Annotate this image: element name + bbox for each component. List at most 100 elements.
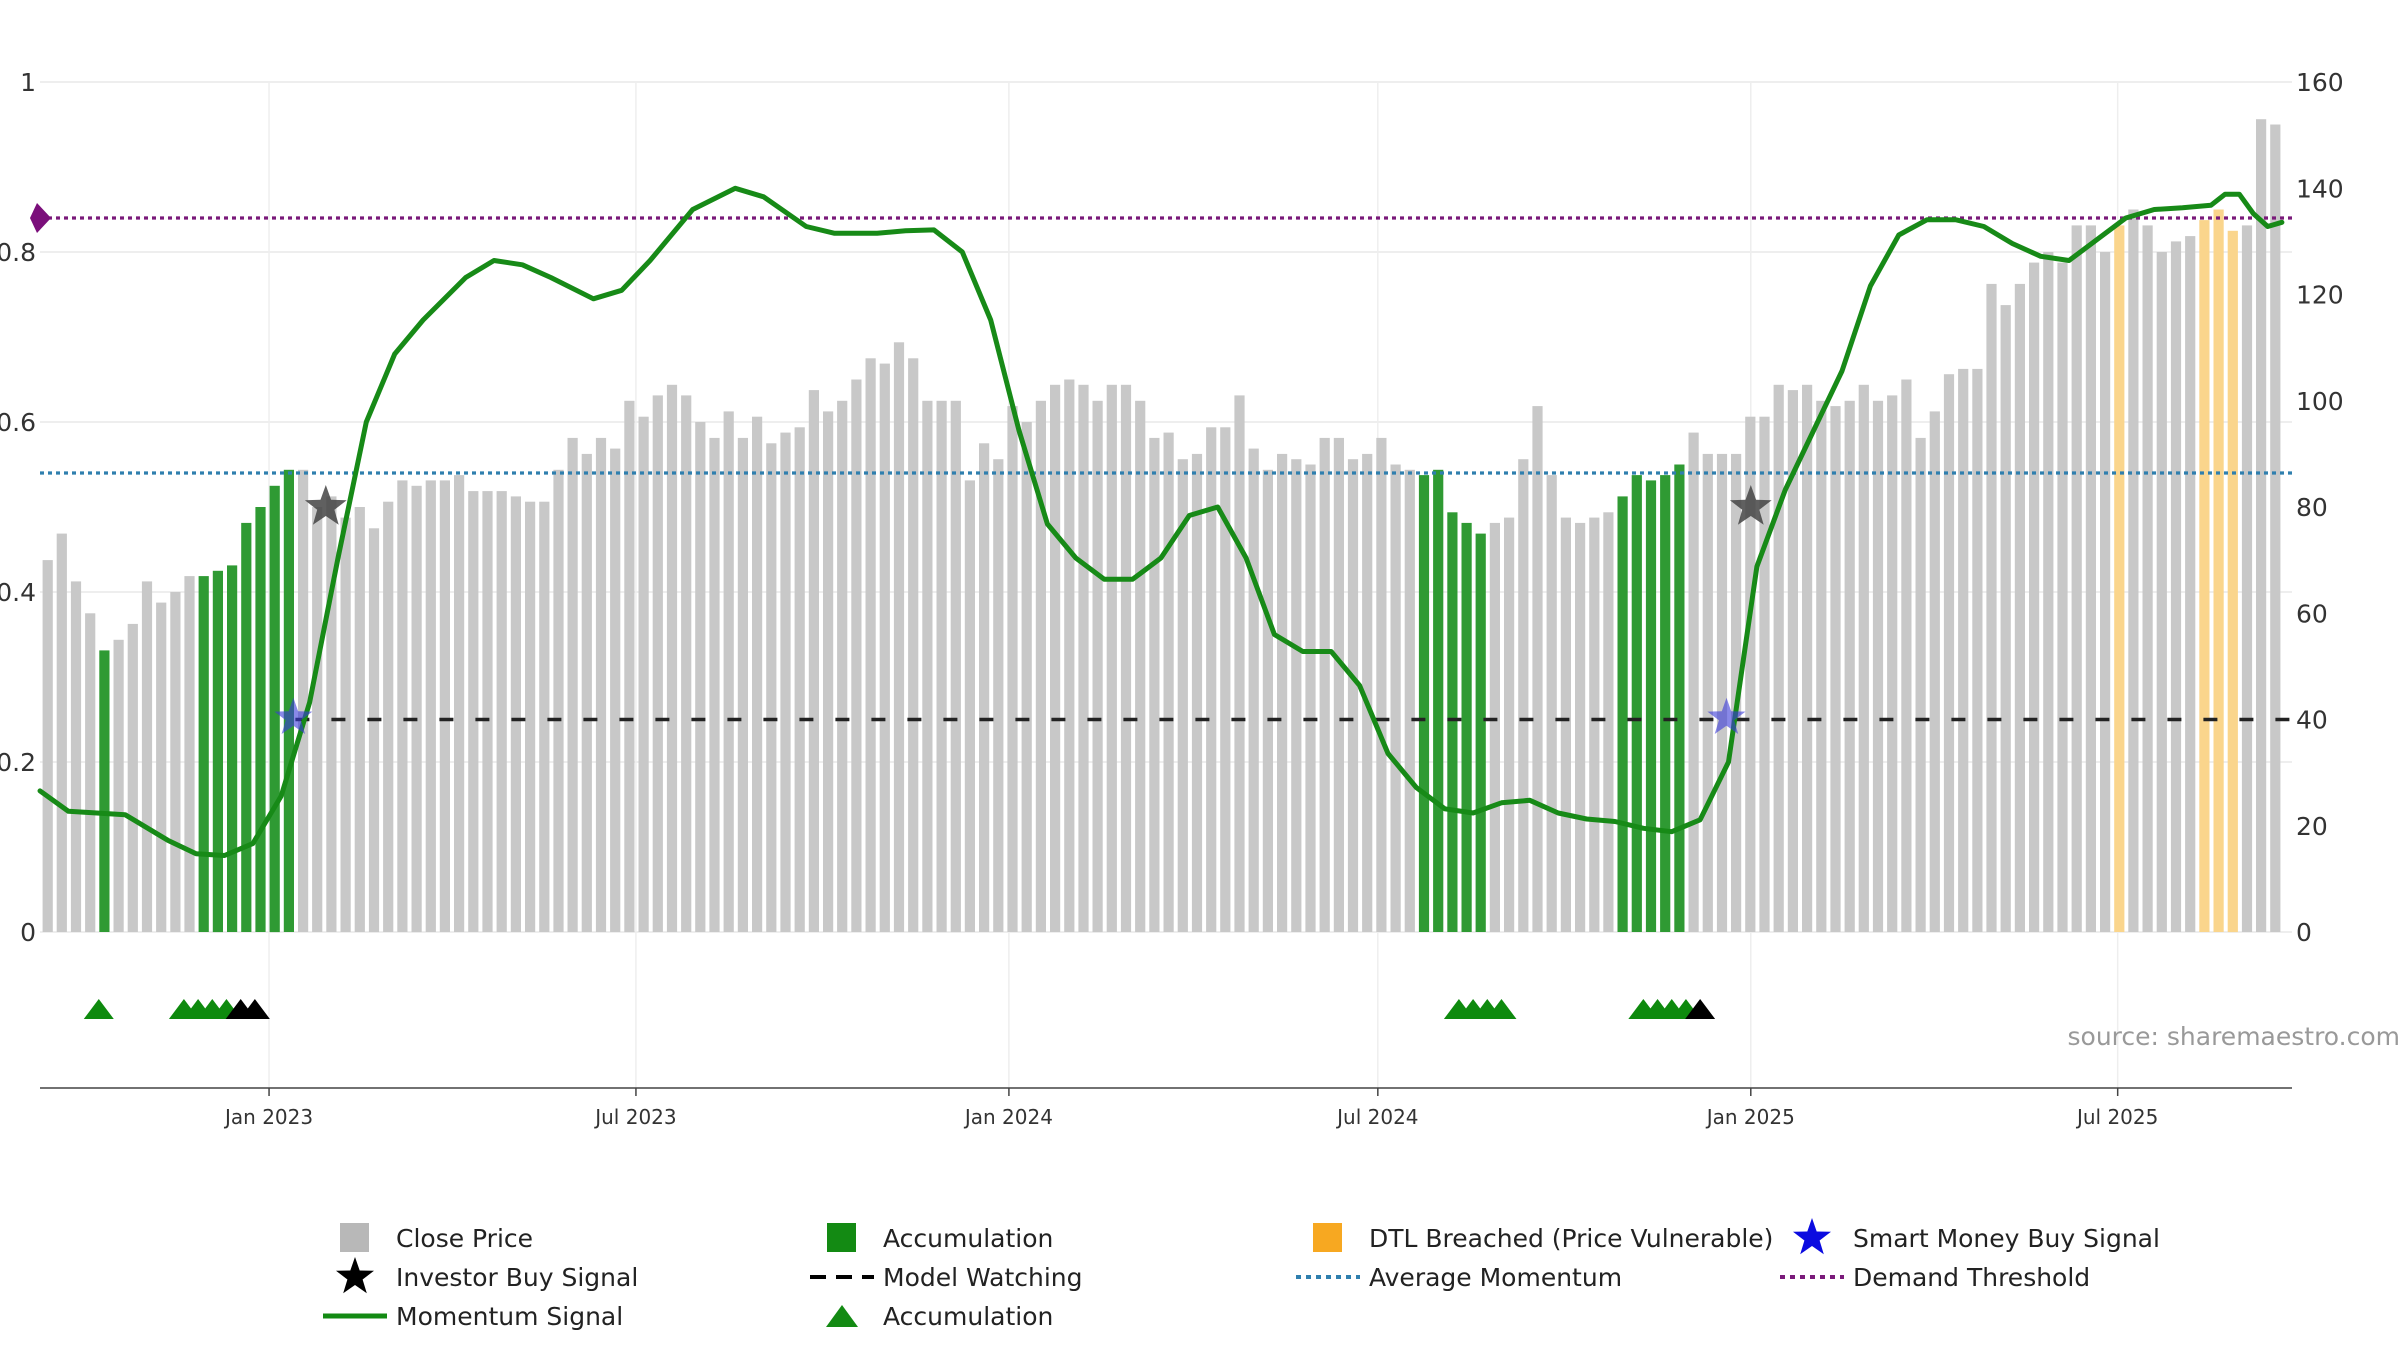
legend: Close Price Accumulation DTL Breached (Pri… bbox=[323, 1218, 2160, 1331]
close-price-bar bbox=[1206, 427, 1217, 932]
legend-triangle-icon bbox=[826, 1305, 858, 1327]
accumulation-bar bbox=[1447, 512, 1458, 932]
close-price-bar bbox=[1901, 379, 1912, 932]
legend-label: Close Price bbox=[396, 1224, 533, 1253]
close-price-bar bbox=[780, 432, 791, 932]
close-price-bar bbox=[794, 427, 805, 932]
close-price-bar bbox=[1688, 432, 1699, 932]
legend-item: Accumulation bbox=[826, 1302, 1053, 1331]
right-tick-label: 20 bbox=[2296, 812, 2328, 841]
close-price-bar bbox=[1092, 400, 1103, 933]
close-price-bar bbox=[2043, 252, 2054, 932]
close-price-bar bbox=[482, 491, 493, 932]
close-price-bar bbox=[2142, 225, 2153, 932]
x-tick-label: Jul 2023 bbox=[593, 1105, 676, 1129]
close-price-bar bbox=[752, 416, 763, 932]
close-price-bar bbox=[1376, 437, 1387, 932]
close-price-bar bbox=[695, 422, 706, 932]
close-price-bar bbox=[2241, 225, 2253, 932]
dtl-breached-bar bbox=[2213, 209, 2224, 932]
close-price-bar bbox=[496, 491, 507, 932]
close-price-bar bbox=[1858, 384, 1869, 932]
close-price-bar bbox=[383, 501, 394, 932]
close-price-bar bbox=[1702, 453, 1713, 932]
close-price-bar bbox=[170, 592, 181, 932]
close-price-bar bbox=[737, 437, 748, 932]
close-price-bar bbox=[1518, 459, 1529, 932]
close-price-bar bbox=[1362, 453, 1373, 932]
axes: 0 0.2 0.4 0.6 0.8 1 0 20 40 60 80 100 120 140 160 Jan 2… bbox=[0, 68, 2344, 1129]
accumulation-bar bbox=[1631, 475, 1642, 932]
legend-item: Model Watching bbox=[810, 1263, 1083, 1292]
close-price-bar bbox=[1958, 368, 1969, 932]
close-price-bar bbox=[922, 400, 933, 933]
legend-label: Momentum Signal bbox=[396, 1302, 623, 1331]
close-price-bar bbox=[1262, 469, 1273, 932]
investor-buy-star bbox=[1729, 485, 1772, 525]
close-price-bar bbox=[411, 485, 422, 933]
close-price-bar bbox=[42, 560, 53, 932]
close-price-bar bbox=[340, 517, 351, 932]
close-price-bar bbox=[113, 639, 124, 932]
close-price-bar bbox=[1149, 437, 1160, 932]
close-price-bar bbox=[1333, 437, 1344, 932]
legend-swatch bbox=[340, 1223, 369, 1252]
legend-star-icon bbox=[1793, 1218, 1831, 1255]
right-tick-label: 160 bbox=[2296, 68, 2344, 97]
close-price-bar bbox=[510, 496, 521, 932]
close-price-bar bbox=[454, 475, 465, 932]
close-price-bar bbox=[141, 581, 153, 932]
left-tick-label: 1 bbox=[20, 68, 36, 97]
accumulation-bar bbox=[1660, 475, 1671, 932]
legend-star-icon bbox=[336, 1257, 374, 1294]
close-price-bar bbox=[1347, 459, 1359, 932]
legend-item: Demand Threshold bbox=[1780, 1263, 2090, 1292]
close-price-bar bbox=[1773, 384, 1784, 932]
accumulation-bar bbox=[1433, 469, 1444, 932]
source-label: source: sharemaestro.com bbox=[2068, 1022, 2400, 1051]
right-tick-label: 120 bbox=[2296, 281, 2344, 310]
legend-item: Average Momentum bbox=[1296, 1263, 1622, 1292]
legend-swatch bbox=[1313, 1223, 1342, 1252]
close-price-bar bbox=[1872, 400, 1884, 933]
close-price-bar bbox=[184, 576, 195, 932]
close-price-bar bbox=[595, 437, 607, 932]
close-price-bar bbox=[709, 437, 720, 932]
close-price-bar bbox=[964, 480, 975, 932]
close-price-bar bbox=[908, 358, 919, 933]
momentum-layer bbox=[37, 185, 2285, 858]
close-price-bar bbox=[1319, 437, 1330, 932]
accumulation-bar bbox=[227, 565, 238, 932]
close-price-bar bbox=[1248, 448, 1259, 932]
close-price-bar bbox=[567, 437, 578, 932]
momentum-line bbox=[37, 185, 2285, 858]
close-price-bar bbox=[1816, 400, 1827, 933]
accumulation-bar bbox=[255, 507, 266, 932]
close-price-bar bbox=[865, 358, 876, 933]
close-price-bar bbox=[1759, 416, 1770, 932]
close-price-bar bbox=[666, 384, 678, 932]
reference-lines bbox=[30, 203, 2292, 722]
accumulation-bar bbox=[198, 576, 209, 932]
close-price-bar bbox=[936, 400, 947, 933]
close-price-bar bbox=[950, 400, 961, 933]
close-price-bar bbox=[1943, 374, 1955, 932]
close-price-bar bbox=[2185, 236, 2196, 933]
close-price-bar bbox=[368, 528, 380, 933]
accumulation-bar bbox=[283, 469, 294, 932]
close-price-bar bbox=[1915, 437, 1926, 932]
legend-swatch bbox=[827, 1223, 856, 1252]
legend-label: Investor Buy Signal bbox=[396, 1263, 638, 1292]
accumulation-bar bbox=[1645, 480, 1657, 932]
legend-label: Accumulation bbox=[883, 1224, 1053, 1253]
close-price-bar bbox=[1972, 368, 1983, 932]
close-price-bar bbox=[298, 469, 309, 932]
left-tick-label: 0.4 bbox=[0, 578, 36, 607]
close-price-bar bbox=[979, 443, 990, 932]
x-tick-label: Jan 2023 bbox=[223, 1105, 313, 1129]
close-price-bar bbox=[610, 448, 621, 932]
close-price-bar bbox=[1106, 384, 1117, 932]
close-price-bar bbox=[1220, 427, 1231, 932]
close-price-bar bbox=[1887, 395, 1898, 932]
